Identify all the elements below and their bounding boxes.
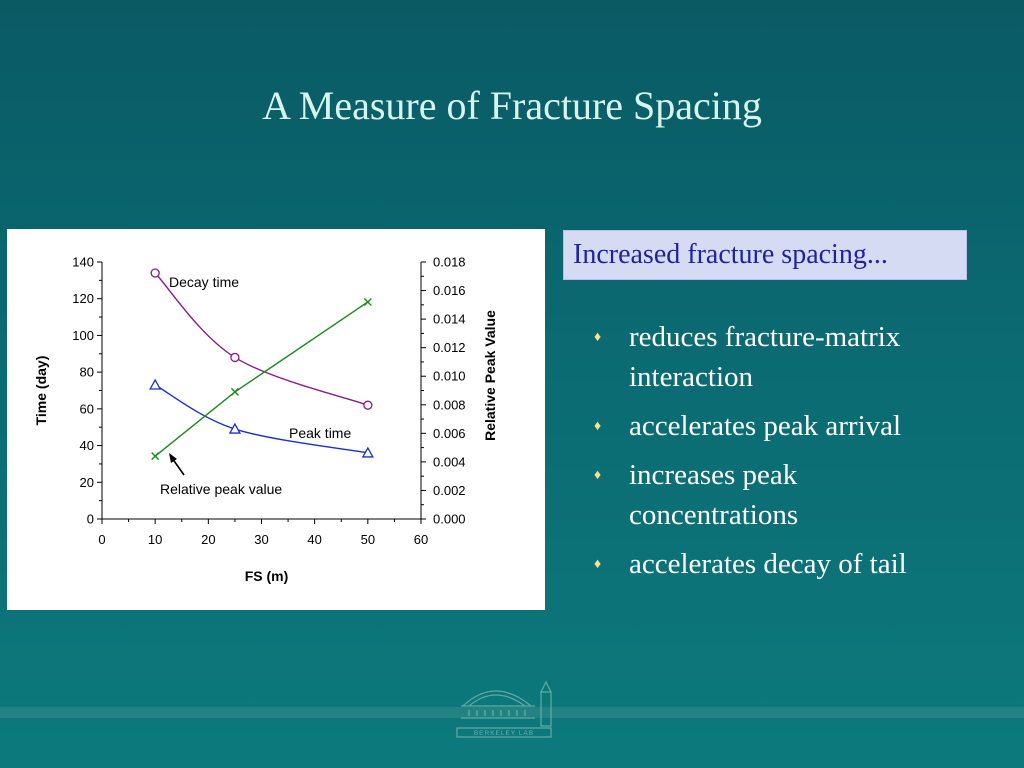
x-tick-label: 60 <box>414 532 428 547</box>
y2-tick-label: 0.002 <box>433 483 466 498</box>
triangle-data-point <box>149 378 162 390</box>
y2-tick-label: 0.010 <box>433 369 466 384</box>
bullet-item: ♦ accelerates peak arrival <box>592 406 1012 446</box>
y-tick-label: 40 <box>80 438 94 453</box>
x-tick-label: 0 <box>98 532 105 547</box>
bullet-line: interaction <box>629 361 754 393</box>
y-tick-label: 100 <box>72 328 94 343</box>
x-tick-label: 30 <box>254 532 268 547</box>
x-tick-label: 50 <box>361 532 375 547</box>
diamond-bullet-icon: ♦ <box>594 419 602 434</box>
y2-tick-label: 0.000 <box>433 512 466 527</box>
y2-tick-label: 0.006 <box>433 426 466 441</box>
y-tick-label: 120 <box>72 291 94 306</box>
x-data-point <box>230 387 239 396</box>
y2-tick-label: 0.016 <box>433 283 466 298</box>
chart-panel: 0 10 20 30 40 50 60 0 20 40 60 80 100 120 140 0.000 0.00… <box>7 229 545 610</box>
y-tick-label: 20 <box>80 475 94 490</box>
diamond-bullet-icon: ♦ <box>594 468 602 483</box>
logo-text: BERKELEY LAB <box>474 730 534 737</box>
circle-data-point <box>230 352 240 363</box>
y-tick-label: 0 <box>87 512 94 527</box>
diamond-bullet-icon: ♦ <box>594 557 602 572</box>
y2-tick-label: 0.012 <box>433 340 466 355</box>
diamond-bullet-icon: ♦ <box>594 330 602 345</box>
x-tick-label: 20 <box>201 532 215 547</box>
y-tick-label: 60 <box>80 401 94 416</box>
bullet-line: reduces fracture-matrix <box>629 321 901 353</box>
footer-band <box>0 707 1024 718</box>
y-tick-label: 80 <box>80 365 94 380</box>
y2-tick-label: 0.004 <box>433 454 466 469</box>
y2-tick-label: 0.018 <box>433 255 466 270</box>
y-tick-label: 140 <box>72 255 94 270</box>
slide-title: A Measure of Fracture Spacing <box>262 83 762 128</box>
x-tick-label: 40 <box>307 532 321 547</box>
series-line-0 <box>154 272 369 406</box>
x-data-point <box>151 452 160 461</box>
circle-data-point <box>363 400 373 410</box>
bullet-line: increases peak <box>629 459 798 491</box>
bullet-line: accelerates peak arrival <box>629 410 902 442</box>
annotation-decay-time: Decay time <box>169 274 239 290</box>
bullet-item: ♦ increases peak concentrations <box>592 455 1012 535</box>
berkeley-lab-logo: BERKELEY LAB <box>456 680 552 738</box>
bullet-item: ♦ reduces fracture-matrix interaction <box>592 317 1012 397</box>
y-axis-label: Time (day) <box>33 356 49 426</box>
bullet-item: ♦ accelerates decay of tail <box>592 544 1012 584</box>
x-axis-label: FS (m) <box>245 568 289 584</box>
bullet-line: accelerates decay of tail <box>629 548 907 580</box>
annotation-arrow-head <box>169 453 177 463</box>
callout-box: Increased fracture spacing... <box>563 230 967 280</box>
x-data-point <box>363 297 372 306</box>
bullet-line: concentrations <box>629 499 799 531</box>
circle-data-point <box>150 268 160 278</box>
y2-axis-label: Relative Peak Value <box>482 310 498 441</box>
dual-axis-line-chart: 0 10 20 30 40 50 60 0 20 40 60 80 100 120 140 0.000 0.00… <box>33 255 498 585</box>
y2-tick-label: 0.008 <box>433 397 466 412</box>
annotation-peak-time: Peak time <box>289 425 351 441</box>
bullet-list: ♦ reduces fracture-matrix interaction ♦ … <box>592 317 1012 593</box>
triangle-data-point <box>228 422 242 434</box>
annotation-relative-peak-value: Relative peak value <box>160 481 282 497</box>
triangle-data-point <box>361 446 374 458</box>
x-tick-label: 10 <box>148 532 162 547</box>
y2-tick-label: 0.014 <box>433 312 466 327</box>
